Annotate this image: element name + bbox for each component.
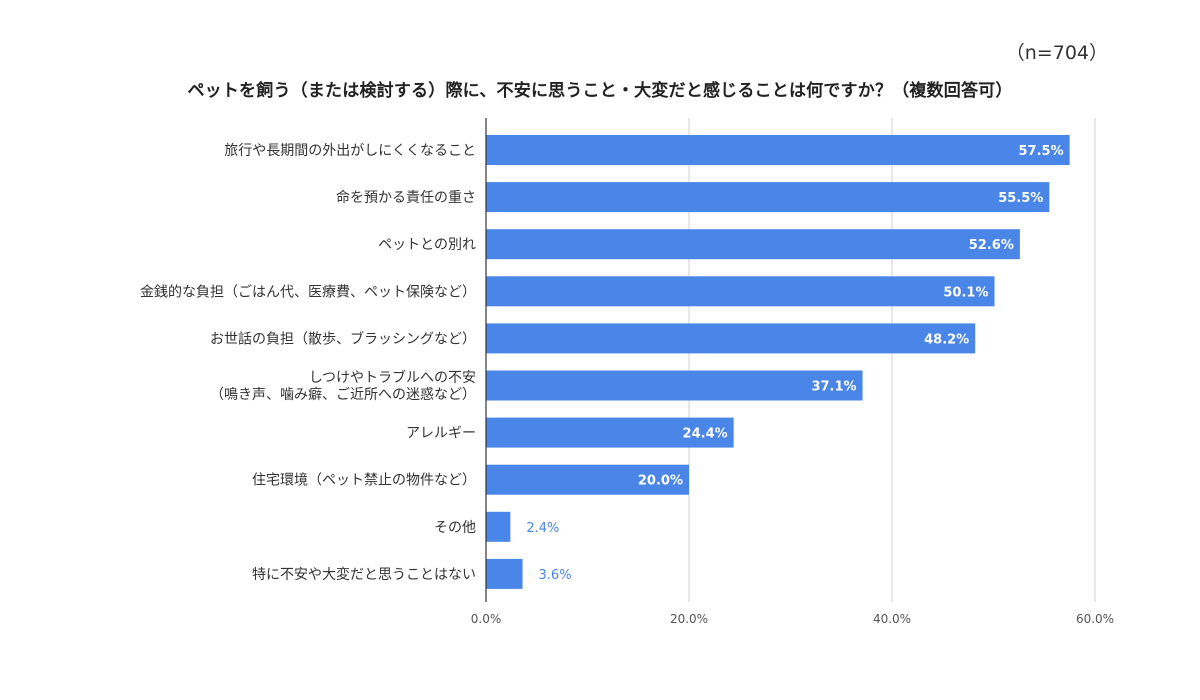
x-tick-label: 20.0% [670, 612, 708, 626]
bar-value-label: 52.6% [969, 238, 1014, 253]
bar [486, 558, 523, 589]
bar-value-label: 55.5% [998, 191, 1043, 206]
bar-value-label: 3.6% [539, 568, 572, 583]
category-label: しつけやトラブルへの不安 [309, 369, 476, 386]
bar-value-label: 50.1% [943, 285, 988, 300]
category-label: （鳴き声、噛み癖、ご近所への迷惑など） [210, 387, 476, 403]
sample-size-label: （n=704） [1005, 42, 1108, 64]
bar-value-label: 48.2% [924, 332, 969, 347]
bar-value-label: 24.4% [683, 427, 728, 442]
bar [486, 229, 1020, 260]
category-label: 旅行や長期間の外出がしにくくなること [224, 143, 476, 159]
bar-value-label: 37.1% [811, 380, 856, 395]
category-label: 命を預かる責任の重さ [336, 189, 476, 206]
x-tick-label: 60.0% [1076, 612, 1114, 626]
bar [486, 182, 1050, 213]
x-tick-label: 0.0% [471, 612, 502, 626]
category-label: 特に不安や大変だと思うことはない [252, 566, 476, 583]
category-label: アレルギー [406, 426, 476, 442]
category-label: 金銭的な負担（ごはん代、医療費、ペット保険など） [140, 283, 476, 300]
bar [486, 323, 976, 354]
bar [486, 370, 863, 401]
bar [486, 417, 734, 448]
category-label: お世話の負担（散歩、ブラッシングなど） [210, 330, 476, 347]
category-label: 住宅環境（ペット禁止の物件など） [252, 473, 476, 489]
chart-title: ペットを飼う（または検討する）際に、不安に思うこと・大変だと感じることは何ですか… [187, 81, 1013, 101]
bar-value-label: 57.5% [1019, 144, 1064, 159]
category-label: ペットとの別れ [378, 237, 476, 253]
bar [486, 511, 511, 542]
bar-value-label: 20.0% [638, 474, 683, 489]
bar [486, 276, 995, 307]
bar [486, 135, 1070, 165]
x-tick-label: 40.0% [873, 612, 911, 626]
bar [486, 464, 689, 495]
bar-value-label: 2.4% [526, 521, 559, 536]
category-label: その他 [434, 520, 476, 536]
